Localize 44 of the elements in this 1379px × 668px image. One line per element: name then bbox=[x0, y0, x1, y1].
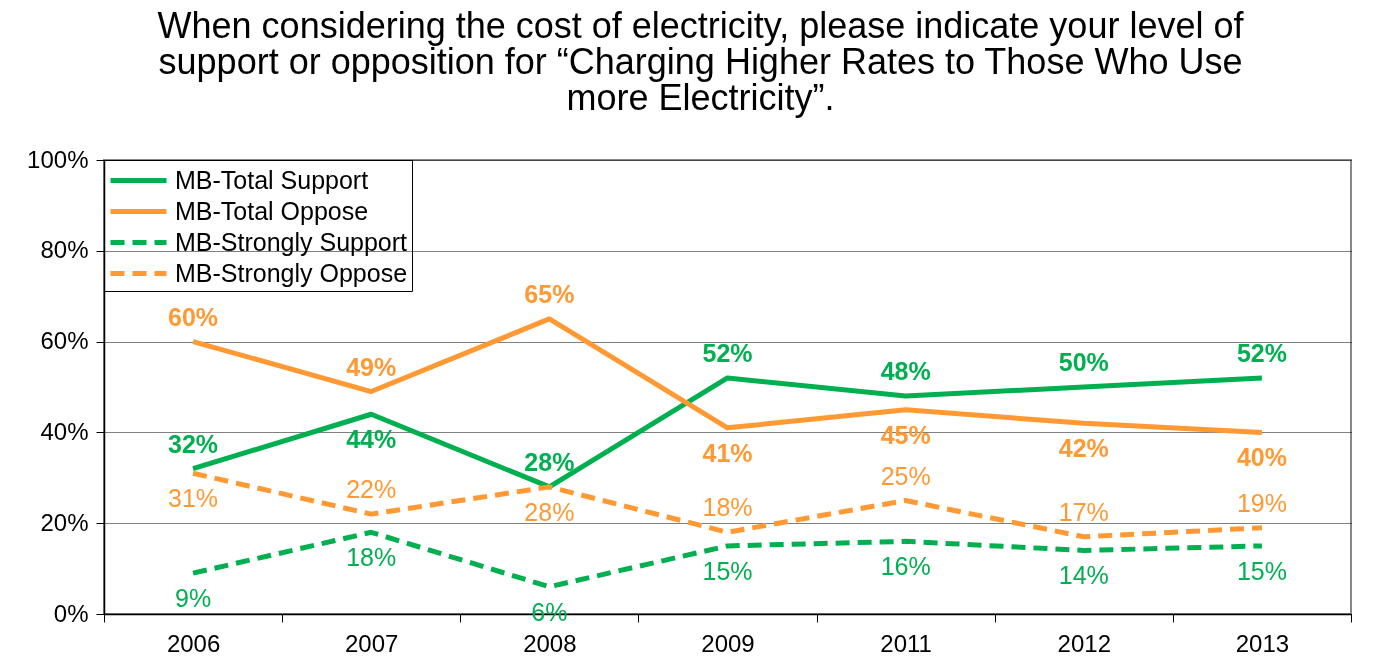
data-label: 52% bbox=[702, 338, 753, 367]
data-label: 52% bbox=[1236, 338, 1287, 367]
y-tick-label: 100% bbox=[27, 145, 89, 173]
legend-label: MB-Total Support bbox=[175, 165, 369, 194]
x-tick-label: 2011 bbox=[880, 629, 932, 657]
x-tick-label: 2012 bbox=[1057, 629, 1111, 657]
y-tick-label: 20% bbox=[40, 508, 89, 536]
data-label: 41% bbox=[702, 438, 753, 467]
chart-title: When considering the cost of electricity, please indicate your level of support or opposition for “Charging Higher Rates to Those Who Use more Electricity”. bbox=[157, 5, 1245, 118]
legend-label: MB-Strongly Oppose bbox=[175, 258, 408, 287]
data-label: 40% bbox=[1236, 443, 1287, 472]
data-label: 32% bbox=[168, 429, 219, 458]
y-tick-label: 0% bbox=[53, 599, 89, 627]
data-label: 14% bbox=[1058, 561, 1109, 590]
x-tick-label: 2009 bbox=[701, 629, 755, 657]
data-label: 17% bbox=[1058, 497, 1109, 526]
data-label: 9% bbox=[175, 584, 212, 613]
data-label: 49% bbox=[346, 352, 397, 381]
x-tick-label: 2006 bbox=[166, 629, 221, 657]
data-label: 44% bbox=[346, 425, 397, 454]
legend-label: MB-Strongly Support bbox=[175, 227, 408, 256]
x-tick-label: 2008 bbox=[523, 629, 577, 657]
data-label: 19% bbox=[1236, 488, 1287, 517]
data-label: 28% bbox=[524, 447, 575, 476]
y-tick-label: 40% bbox=[40, 417, 89, 445]
data-label: 48% bbox=[880, 357, 931, 386]
legend-label: MB-Total Oppose bbox=[175, 196, 369, 225]
data-label: 18% bbox=[346, 543, 397, 572]
data-label: 31% bbox=[168, 484, 219, 513]
data-label: 22% bbox=[346, 475, 397, 504]
y-tick-label: 60% bbox=[40, 327, 89, 355]
x-tick-label: 2007 bbox=[345, 629, 399, 657]
data-label: 15% bbox=[1236, 556, 1287, 585]
data-label: 16% bbox=[880, 552, 931, 581]
data-label: 65% bbox=[524, 279, 575, 308]
data-label: 25% bbox=[880, 461, 931, 490]
x-tick-label: 2013 bbox=[1235, 629, 1290, 657]
data-label: 28% bbox=[524, 497, 575, 526]
data-label: 60% bbox=[168, 302, 219, 331]
data-label: 42% bbox=[1058, 434, 1109, 463]
data-label: 15% bbox=[702, 556, 753, 585]
data-label: 18% bbox=[702, 493, 753, 522]
y-tick-label: 80% bbox=[40, 236, 89, 264]
data-label: 50% bbox=[1058, 348, 1109, 376]
